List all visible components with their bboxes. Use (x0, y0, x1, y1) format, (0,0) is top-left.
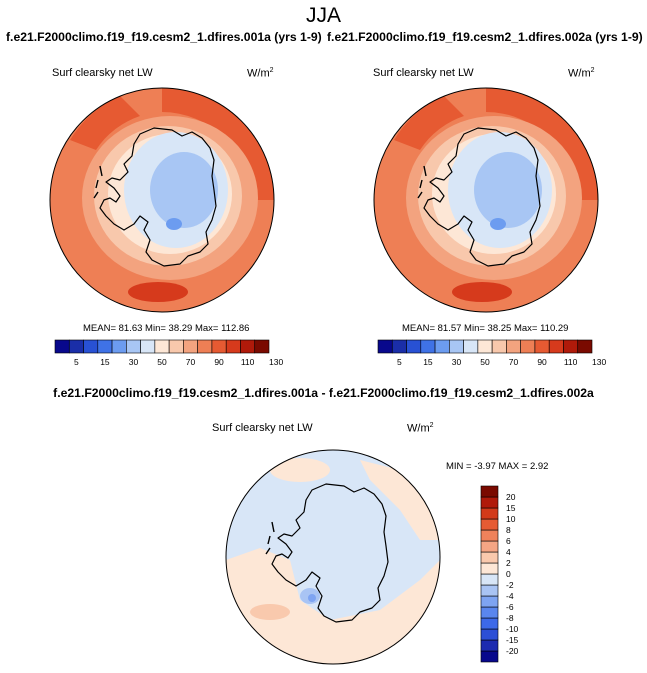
colorbar-swatch (391, 339, 407, 354)
right-variable-label: Surf clearsky net LW (373, 67, 474, 79)
colorbar-swatch (111, 339, 127, 354)
colorbar-swatch (168, 339, 184, 354)
colorbar-swatch (491, 339, 507, 354)
colorbar-swatch (480, 562, 499, 575)
colorbar-swatch (577, 339, 593, 354)
right-run-label: f.e21.F2000climo.f19_f19.cesm2_1.dfires.… (327, 30, 643, 44)
figure-title: JJA (305, 4, 341, 27)
colorbar-swatch (68, 339, 84, 354)
colorbar-tick-label: 110 (241, 357, 255, 367)
colorbar-tick-label: 15 (506, 503, 516, 513)
colorbar-swatch (126, 339, 141, 354)
right-colorbar: 5 15 30 50 70 90 110 130 (377, 339, 606, 367)
left-units-label: W/m2 (247, 67, 274, 80)
left-colorbar: 5 15 30 50 70 90 110 130 (54, 339, 283, 367)
colorbar-swatch (480, 518, 499, 531)
difference-header: f.e21.F2000climo.f19_f19.cesm2_1.dfires.… (53, 386, 594, 400)
colorbar-swatch (480, 650, 499, 663)
colorbar-swatch (480, 485, 499, 498)
colorbar-swatch (197, 339, 213, 354)
colorbar-tick-label: 30 (452, 357, 462, 367)
colorbar-tick-label: 5 (397, 357, 402, 367)
colorbar-tick-label: 70 (509, 357, 519, 367)
colorbar-tick-label: 130 (269, 357, 283, 367)
right-polar-map (373, 87, 599, 313)
colorbar-tick-label: -20 (506, 646, 519, 656)
left-polar-map (49, 87, 275, 313)
colorbar-tick-label: -2 (506, 580, 514, 590)
colorbar-swatch (548, 339, 564, 354)
colorbar-swatch (480, 639, 499, 652)
colorbar-swatch (434, 339, 450, 354)
right-units-label: W/m2 (568, 67, 595, 80)
colorbar-tick-label: 10 (506, 514, 516, 524)
colorbar-tick-label: 90 (537, 357, 547, 367)
colorbar-tick-label: 0 (506, 569, 511, 579)
colorbar-swatch (480, 606, 499, 619)
colorbar-swatch (254, 339, 270, 354)
colorbar-swatch (480, 551, 499, 564)
colorbar-swatch (154, 339, 170, 354)
colorbar-swatch (480, 496, 499, 509)
colorbar-swatch (480, 529, 499, 542)
colorbar-swatch (506, 339, 521, 354)
colorbar-tick-label: 110 (564, 357, 578, 367)
colorbar-tick-label: 70 (186, 357, 196, 367)
colorbar-tick-label: 30 (129, 357, 139, 367)
colorbar-tick-label: -4 (506, 591, 514, 601)
colorbar-tick-label: 15 (100, 357, 110, 367)
colorbar-swatch (211, 339, 227, 354)
colorbar-swatch (463, 339, 479, 354)
colorbar-tick-label: -8 (506, 613, 514, 623)
colorbar-tick-label: 20 (506, 492, 516, 502)
difference-polar-map (225, 449, 441, 665)
colorbar-tick-label: 15 (423, 357, 433, 367)
colorbar-swatch (449, 339, 464, 354)
colorbar-swatch (377, 339, 393, 354)
diff-variable-label: Surf clearsky net LW (212, 422, 313, 434)
colorbar-tick-label: 90 (214, 357, 224, 367)
colorbar-swatch (225, 339, 241, 354)
colorbar-swatch (54, 339, 70, 354)
diff-stats: MIN = -3.97 MAX = 2.92 (446, 461, 549, 472)
colorbar-tick-label: 130 (592, 357, 606, 367)
left-variable-label: Surf clearsky net LW (52, 67, 153, 79)
right-stats: MEAN= 81.57 Min= 38.25 Max= 110.29 (402, 323, 569, 334)
colorbar-swatch (563, 339, 579, 354)
colorbar-swatch (480, 584, 499, 597)
colorbar-tick-label: -15 (506, 635, 519, 645)
colorbar-swatch (480, 540, 499, 553)
colorbar-swatch (477, 339, 493, 354)
colorbar-tick-label: 50 (157, 357, 167, 367)
colorbar-swatch (480, 595, 499, 608)
colorbar-tick-label: 5 (74, 357, 79, 367)
colorbar-tick-label: -10 (506, 624, 519, 634)
colorbar-tick-label: 8 (506, 525, 511, 535)
colorbar-tick-label: 2 (506, 558, 511, 568)
colorbar-swatch (406, 339, 422, 354)
colorbar-swatch (520, 339, 536, 354)
colorbar-swatch (534, 339, 550, 354)
left-run-label: f.e21.F2000climo.f19_f19.cesm2_1.dfires.… (6, 30, 322, 44)
colorbar-tick-label: 50 (480, 357, 490, 367)
left-stats: MEAN= 81.63 Min= 38.29 Max= 112.86 (83, 323, 250, 334)
colorbar-swatch (240, 339, 256, 354)
colorbar-swatch (480, 573, 499, 586)
colorbar-swatch (480, 617, 499, 630)
colorbar-tick-label: -6 (506, 602, 514, 612)
colorbar-swatch (420, 339, 436, 354)
colorbar-swatch (83, 339, 99, 354)
colorbar-swatch (183, 339, 198, 354)
colorbar-swatch (140, 339, 156, 354)
diff-units-label: W/m2 (407, 422, 434, 435)
colorbar-swatch (480, 628, 499, 641)
colorbar-tick-label: 6 (506, 536, 511, 546)
colorbar-tick-label: 4 (506, 547, 511, 557)
colorbar-swatch (480, 507, 499, 520)
colorbar-swatch (97, 339, 113, 354)
